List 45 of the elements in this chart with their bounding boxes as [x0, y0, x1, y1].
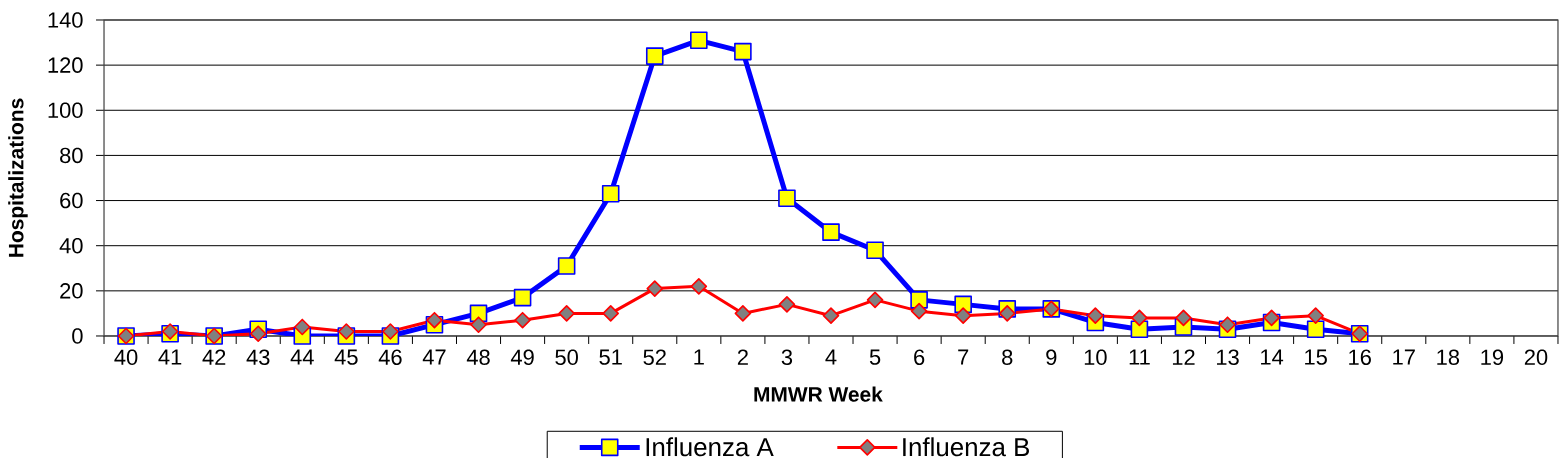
x-tick-label: 13 — [1217, 349, 1239, 366]
x-tick-label: 51 — [599, 349, 622, 365]
x-tick-label: 11 — [1129, 349, 1150, 365]
x-tick-label: 20 — [1524, 349, 1548, 366]
x-tick-label: 52 — [643, 349, 666, 366]
x-tick-label: 12 — [1172, 349, 1195, 365]
x-tick-label: 41 — [158, 349, 182, 365]
x-tick-label: 44 — [290, 349, 314, 365]
x-tick-label: 4 — [825, 349, 837, 365]
y-axis-title: Hospitalizations — [8, 98, 28, 257]
x-tick-label: 14 — [1261, 349, 1284, 365]
x-tick-label: 5 — [869, 349, 881, 365]
x-tick-label: 8 — [1002, 349, 1013, 366]
x-axis-title: MMWR Week — [754, 386, 883, 402]
x-tick-label: 2 — [737, 349, 748, 365]
x-tick-label: 50 — [555, 349, 578, 366]
y-tick-label: 80 — [60, 147, 83, 164]
x-tick-label: 40 — [114, 349, 138, 366]
y-tick-label: 0 — [72, 328, 83, 344]
y-tick-label: 40 — [59, 237, 83, 254]
x-tick-label: 48 — [466, 349, 490, 366]
x-tick-label: 47 — [422, 349, 446, 365]
x-tick-label: 3 — [781, 349, 793, 366]
x-tick-label: 6 — [914, 349, 925, 366]
x-tick-label: 45 — [334, 349, 358, 365]
y-tick-label: 100 — [48, 102, 83, 119]
y-tick-label: 140 — [48, 12, 83, 28]
x-tick-label: 1 — [694, 349, 704, 365]
x-tick-label: 49 — [510, 349, 534, 366]
y-tick-label: 60 — [60, 192, 83, 209]
x-tick-label: 46 — [378, 349, 402, 366]
y-tick-label: 120 — [48, 57, 83, 73]
y-tick-label: 20 — [60, 283, 83, 299]
x-tick-label: 19 — [1481, 349, 1504, 366]
x-tick-label: 42 — [202, 349, 226, 365]
x-tick-label: 10 — [1084, 349, 1107, 366]
x-tick-label: 43 — [246, 349, 270, 366]
x-tick-label: 18 — [1437, 349, 1460, 366]
x-tick-label: 15 — [1305, 349, 1327, 365]
x-tick-label: 9 — [1046, 349, 1057, 366]
legend-label: Influenza A — [646, 437, 774, 457]
legend-label: Influenza B — [903, 437, 1029, 457]
x-tick-label: 16 — [1349, 349, 1371, 366]
x-tick-label: 17 — [1393, 349, 1415, 365]
x-tick-label: 7 — [958, 349, 969, 365]
